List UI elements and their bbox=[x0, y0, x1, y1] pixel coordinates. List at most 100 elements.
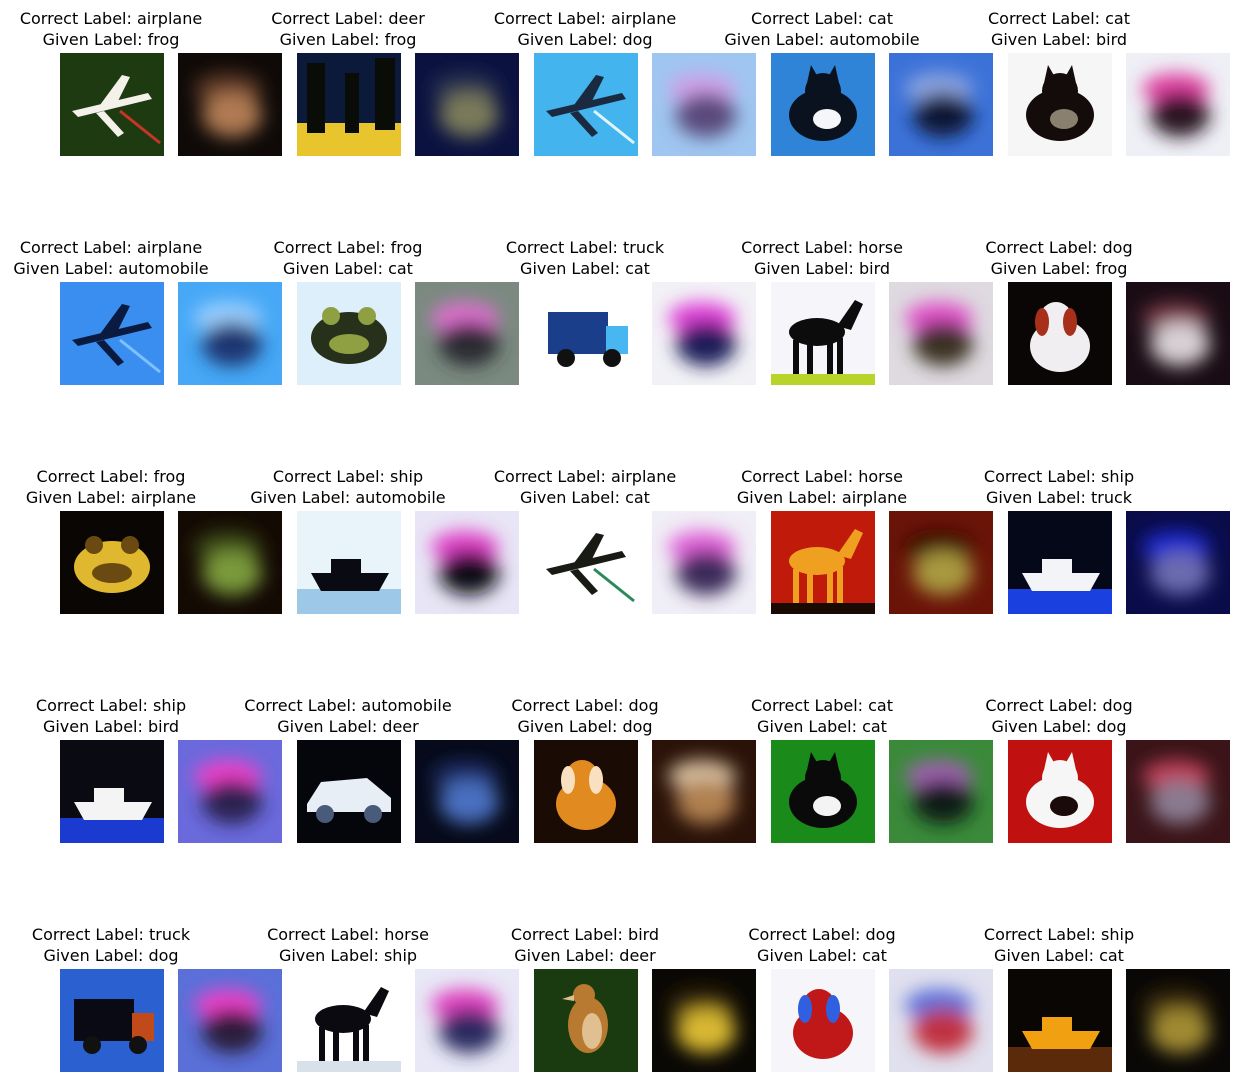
correct-label: Correct Label: horse bbox=[741, 467, 903, 486]
correct-label: Correct Label: airplane bbox=[19, 238, 203, 257]
pair-caption: Correct Label: horse Given Label: ship bbox=[218, 924, 478, 966]
correct-label: Correct Label: horse bbox=[741, 238, 903, 257]
blurred-image bbox=[889, 740, 993, 843]
original-image bbox=[297, 969, 401, 1072]
original-image bbox=[534, 740, 638, 843]
cat-icon bbox=[1008, 740, 1112, 843]
given-label: Given Label: cat bbox=[757, 717, 887, 736]
pair-caption: Correct Label: ship Given Label: truck bbox=[929, 466, 1189, 508]
reconstructed-image bbox=[415, 53, 519, 156]
reconstructed-image bbox=[415, 282, 519, 385]
dog-icon bbox=[1008, 282, 1112, 385]
dog-icon bbox=[771, 969, 875, 1072]
given-label: Given Label: dog bbox=[517, 30, 653, 49]
correct-label: Correct Label: ship bbox=[983, 925, 1135, 944]
original-image bbox=[771, 740, 875, 843]
given-label: Given Label: dog bbox=[517, 717, 653, 736]
given-label: Given Label: bird bbox=[42, 717, 180, 736]
pair-caption: Correct Label: dog Given Label: dog bbox=[929, 695, 1189, 737]
blurred-image bbox=[415, 969, 519, 1072]
pair-caption: Correct Label: ship Given Label: cat bbox=[929, 924, 1189, 966]
correct-label: Correct Label: truck bbox=[505, 238, 665, 257]
original-image bbox=[297, 740, 401, 843]
bird-icon bbox=[534, 969, 638, 1072]
blurred-image bbox=[652, 740, 756, 843]
given-label: Given Label: dog bbox=[43, 946, 179, 965]
given-label: Given Label: cat bbox=[994, 946, 1124, 965]
pair-caption: Correct Label: truck Given Label: cat bbox=[455, 237, 715, 279]
pair-caption: Correct Label: ship Given Label: automobi… bbox=[218, 466, 478, 508]
reconstructed-image bbox=[652, 969, 756, 1072]
original-image bbox=[534, 282, 638, 385]
reconstructed-image bbox=[415, 969, 519, 1072]
pair-caption: Correct Label: dog Given Label: dog bbox=[455, 695, 715, 737]
given-label: Given Label: automobile bbox=[13, 259, 209, 278]
original-image bbox=[60, 969, 164, 1072]
given-label: Given Label: cat bbox=[757, 946, 887, 965]
correct-label: Correct Label: horse bbox=[267, 925, 429, 944]
given-label: Given Label: deer bbox=[514, 946, 656, 965]
pair-caption: Correct Label: horse Given Label: airplan… bbox=[692, 466, 952, 508]
reconstructed-image bbox=[1126, 282, 1230, 385]
pair-caption: Correct Label: cat Given Label: bird bbox=[929, 8, 1189, 50]
reconstructed-image bbox=[889, 511, 993, 614]
blurred-image bbox=[652, 969, 756, 1072]
correct-label: Correct Label: airplane bbox=[19, 9, 203, 28]
car-icon bbox=[297, 740, 401, 843]
cat-icon bbox=[771, 740, 875, 843]
original-image bbox=[1008, 282, 1112, 385]
correct-label: Correct Label: truck bbox=[31, 925, 191, 944]
reconstructed-image bbox=[652, 282, 756, 385]
blurred-image bbox=[178, 969, 282, 1072]
blurred-image bbox=[1126, 282, 1230, 385]
given-label: Given Label: automobile bbox=[724, 30, 920, 49]
given-label: Given Label: frog bbox=[42, 30, 180, 49]
blurred-image bbox=[1126, 53, 1230, 156]
pair-caption: Correct Label: ship Given Label: bird bbox=[0, 695, 241, 737]
pair-caption: Correct Label: deer Given Label: frog bbox=[218, 8, 478, 50]
airplane-icon bbox=[60, 282, 164, 385]
given-label: Given Label: cat bbox=[520, 259, 650, 278]
original-image bbox=[771, 511, 875, 614]
trees-icon bbox=[297, 53, 401, 156]
original-image bbox=[534, 969, 638, 1072]
airplane-icon bbox=[534, 511, 638, 614]
pair-caption: Correct Label: dog Given Label: cat bbox=[692, 924, 952, 966]
pair-caption: Correct Label: frog Given Label: cat bbox=[218, 237, 478, 279]
given-label: Given Label: cat bbox=[520, 488, 650, 507]
correct-label: Correct Label: deer bbox=[271, 9, 425, 28]
correct-label: Correct Label: automobile bbox=[244, 696, 452, 715]
frog-icon bbox=[60, 511, 164, 614]
original-image bbox=[1008, 511, 1112, 614]
correct-label: Correct Label: airplane bbox=[493, 467, 677, 486]
pair-caption: Correct Label: horse Given Label: bird bbox=[692, 237, 952, 279]
blurred-image bbox=[178, 511, 282, 614]
pair-caption: Correct Label: airplane Given Label: auto… bbox=[0, 237, 241, 279]
correct-label: Correct Label: cat bbox=[751, 696, 893, 715]
frog-icon bbox=[297, 282, 401, 385]
given-label: Given Label: bird bbox=[990, 30, 1128, 49]
correct-label: Correct Label: ship bbox=[983, 467, 1135, 486]
correct-label: Correct Label: dog bbox=[511, 696, 659, 715]
original-image bbox=[1008, 53, 1112, 156]
given-label: Given Label: cat bbox=[283, 259, 413, 278]
original-image bbox=[771, 53, 875, 156]
given-label: Given Label: truck bbox=[985, 488, 1133, 507]
correct-label: Correct Label: frog bbox=[273, 238, 423, 257]
blurred-image bbox=[889, 969, 993, 1072]
correct-label: Correct Label: dog bbox=[985, 696, 1133, 715]
original-image bbox=[534, 53, 638, 156]
original-image bbox=[771, 969, 875, 1072]
blurred-image bbox=[652, 282, 756, 385]
correct-label: Correct Label: cat bbox=[988, 9, 1130, 28]
reconstructed-image bbox=[415, 740, 519, 843]
blurred-image bbox=[178, 282, 282, 385]
reconstructed-image bbox=[889, 969, 993, 1072]
given-label: Given Label: airplane bbox=[736, 488, 908, 507]
original-image bbox=[771, 282, 875, 385]
reconstructed-image bbox=[889, 53, 993, 156]
original-image bbox=[1008, 740, 1112, 843]
horse-icon bbox=[771, 511, 875, 614]
correct-label: Correct Label: ship bbox=[35, 696, 187, 715]
